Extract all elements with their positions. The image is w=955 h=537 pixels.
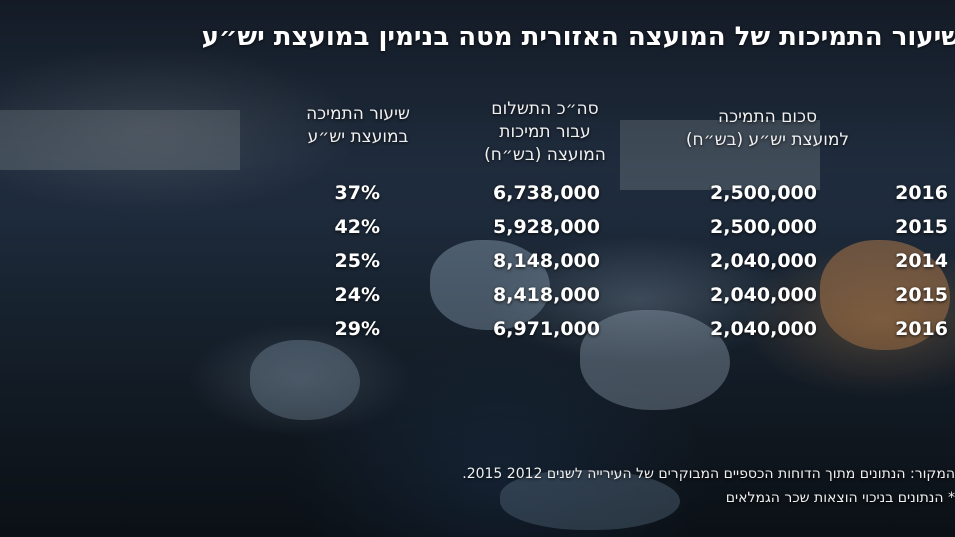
header-total: סה״כ התשלום עבור תמיכות המועצה (בש״ח) [484, 99, 606, 165]
year-cell: 2016 [895, 182, 948, 204]
year-cell: 2014 [895, 250, 948, 272]
rock-shape [430, 240, 550, 330]
amount-column: 2,500,000 2,500,000 2,040,000 2,040,000 … [695, 180, 817, 350]
share-cell: 37% [334, 182, 380, 204]
rock-shape [580, 310, 730, 410]
amount-cell: 2,040,000 [710, 284, 817, 306]
share-column: 37% 42% 25% 24% 29% [325, 180, 380, 350]
total-cell: 8,148,000 [493, 250, 600, 272]
year-cell: 2015 [895, 284, 948, 306]
total-cell: 6,971,000 [493, 318, 600, 340]
share-cell: 24% [334, 284, 380, 306]
amount-cell: 2,500,000 [710, 216, 817, 238]
year-cell: 2016 [895, 318, 948, 340]
rock-shape [250, 340, 360, 420]
header-amount: סכום התמיכה למועצת יש״ע (בש״ח) [685, 107, 850, 150]
header-share: שיעור התמיכה במועצת יש״ע [306, 104, 410, 147]
share-cell: 42% [334, 216, 380, 238]
footnote: * הנתונים בניכוי הוצאות שכר הגמלאים [725, 490, 955, 506]
amount-cell: 2,040,000 [710, 250, 817, 272]
share-cell: 25% [334, 250, 380, 272]
total-cell: 6,738,000 [493, 182, 600, 204]
source-note: המקור: הנתונים מתוך הדוחות הכספיים המבוק… [462, 466, 955, 482]
rock-shape [820, 240, 950, 350]
year-cell: 2015 [895, 216, 948, 238]
total-cell: 5,928,000 [493, 216, 600, 238]
amount-cell: 2,500,000 [710, 182, 817, 204]
page-title: שיעור התמיכות של המועצה האזורית מטה בנימ… [201, 22, 955, 52]
total-cell: 8,418,000 [493, 284, 600, 306]
share-cell: 29% [334, 318, 380, 340]
caravan-shape [620, 120, 820, 190]
rock-shape [500, 470, 680, 530]
amount-cell: 2,040,000 [710, 318, 817, 340]
caravan-shape [0, 110, 240, 170]
total-column: 6,738,000 5,928,000 8,148,000 8,418,000 … [480, 180, 600, 350]
year-column: 2016 2015 2014 2015 2016 [890, 180, 948, 350]
